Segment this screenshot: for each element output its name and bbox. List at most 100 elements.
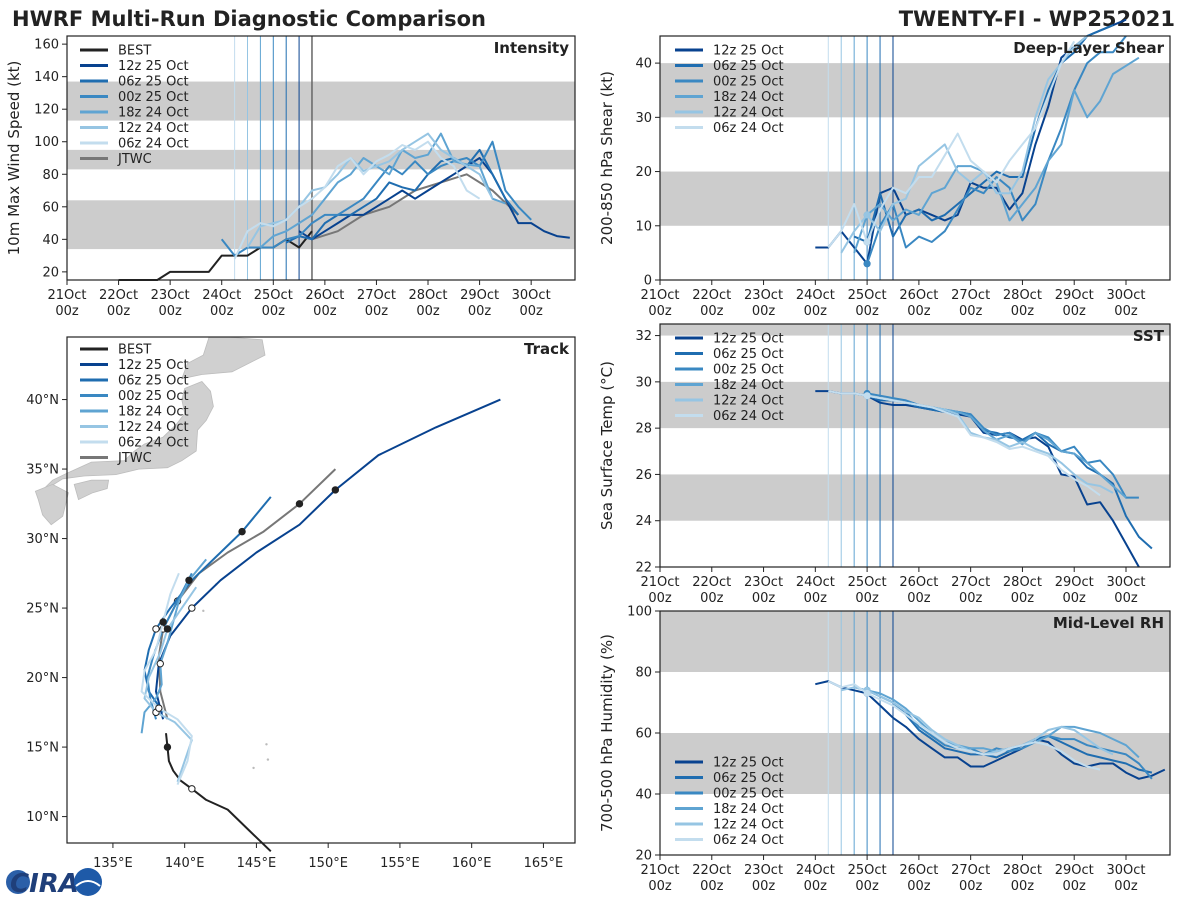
cira-logo: CIRA: [6, 868, 102, 899]
y-tick-label: 120: [34, 103, 59, 118]
x-tick-sublabel: 00z: [648, 304, 672, 319]
y-tick-label: 20: [635, 849, 652, 864]
land-japan-honshu: [38, 381, 214, 495]
x-tick-label: 24Oct: [202, 288, 241, 303]
x-tick-sublabel: 00z: [1011, 879, 1035, 894]
track-line-jtwc: [157, 468, 337, 720]
x-tick-sublabel: 00z: [700, 304, 724, 319]
x-tick-sublabel: 00z: [907, 879, 931, 894]
track-marker: [238, 527, 246, 536]
y-axis-label: 200-850 hPa Shear (kt): [598, 71, 616, 245]
legend-label-12z-25-oct: 12z 25 Oct: [118, 59, 189, 74]
x-tick-label: 145°E: [237, 856, 277, 871]
y-axis-label: Sea Surface Temp (°C): [598, 361, 616, 530]
x-tick-label: 22Oct: [692, 863, 731, 878]
x-tick-label: 21Oct: [640, 863, 679, 878]
land-japan-hokkaido: [181, 336, 266, 380]
series-line-00z-25-oct: [866, 35, 1127, 265]
x-tick-label: 30Oct: [1106, 575, 1145, 590]
x-tick-sublabel: 00z: [416, 304, 440, 319]
logo-text: CIRA: [10, 869, 79, 899]
y-tick-label: 80: [635, 666, 652, 681]
series-line-06z-24-oct: [827, 40, 1076, 249]
track-marker: [188, 785, 196, 793]
legend-label-00z-25-oct: 00z 25 Oct: [713, 363, 784, 378]
legend-label-06z-24-oct: 06z 24 Oct: [713, 833, 784, 848]
x-tick-label: 28Oct: [1003, 863, 1042, 878]
x-tick-label: 28Oct: [1003, 288, 1042, 303]
x-tick-label: 30Oct: [512, 288, 551, 303]
x-tick-sublabel: 00z: [855, 304, 879, 319]
legend-label-06z-25-oct: 06z 25 Oct: [118, 75, 189, 90]
x-tick-sublabel: 00z: [804, 304, 828, 319]
legend-label-best: BEST: [118, 44, 151, 59]
legend-label-06z-25-oct: 06z 25 Oct: [118, 374, 189, 389]
x-tick-label: 140°E: [165, 856, 205, 871]
y-axis-label: 10m Max Wind Speed (kt): [5, 61, 23, 256]
legend-label-12z-25-oct: 12z 25 Oct: [713, 44, 784, 59]
series-line-06z-25-oct: [853, 24, 1114, 243]
x-tick-sublabel: 00z: [752, 304, 776, 319]
x-tick-label: 150°E: [308, 856, 348, 871]
x-tick-label: 160°E: [452, 856, 492, 871]
x-tick-label: 26Oct: [899, 575, 938, 590]
x-tick-label: 27Oct: [951, 575, 990, 590]
panel-title: Deep-Layer Shear: [1013, 39, 1164, 57]
y-tick-label: 25°N: [26, 602, 59, 617]
map-frame: [66, 336, 576, 844]
track-marker: [163, 743, 172, 751]
legend-label-12z-24-oct: 12z 24 Oct: [713, 818, 784, 833]
x-tick-sublabel: 00z: [1063, 591, 1087, 606]
y-tick-label: 20: [42, 265, 59, 280]
legend-label-18z-24-oct: 18z 24 Oct: [713, 802, 784, 817]
y-tick-label: 28: [635, 422, 652, 437]
x-tick-sublabel: 00z: [468, 304, 492, 319]
legend-label-12z-24-oct: 12z 24 Oct: [118, 121, 189, 136]
track-line-12z-25-oct: [155, 398, 501, 720]
x-tick-label: 165°E: [524, 856, 564, 871]
x-tick-sublabel: 00z: [907, 591, 931, 606]
x-tick-label: 30Oct: [1106, 863, 1145, 878]
x-tick-sublabel: 00z: [959, 879, 983, 894]
track-marker: [331, 486, 340, 494]
x-tick-sublabel: 00z: [855, 879, 879, 894]
y-tick-label: 20°N: [26, 671, 59, 686]
rh-panel: 2040608010021Oct00z22Oct00z23Oct00z24Oct…: [598, 605, 1171, 894]
y-tick-label: 15°N: [26, 741, 59, 756]
track-line-06z-24-oct: [140, 572, 193, 785]
y-tick-label: 10°N: [26, 810, 59, 825]
x-tick-sublabel: 00z: [313, 304, 337, 319]
x-tick-label: 25Oct: [848, 575, 887, 590]
panel-title: Mid-Level RH: [1053, 614, 1164, 632]
legend-label-12z-25-oct: 12z 25 Oct: [118, 358, 189, 373]
storm-id-title: TWENTY-FI - WP252021: [899, 7, 1175, 31]
x-tick-sublabel: 00z: [648, 591, 672, 606]
x-tick-label: 26Oct: [899, 288, 938, 303]
x-tick-label: 22Oct: [692, 288, 731, 303]
legend-label-06z-25-oct: 06z 25 Oct: [713, 771, 784, 786]
y-tick-label: 140: [34, 70, 59, 85]
legend-label-12z-25-oct: 12z 25 Oct: [713, 332, 784, 347]
x-tick-sublabel: 00z: [752, 879, 776, 894]
y-tick-label: 0: [644, 274, 652, 289]
x-tick-label: 23Oct: [744, 575, 783, 590]
y-tick-label: 100: [627, 605, 652, 620]
x-tick-label: 23Oct: [151, 288, 190, 303]
panel-title: Intensity: [494, 39, 570, 57]
land-islet: [266, 758, 270, 761]
x-tick-sublabel: 00z: [700, 591, 724, 606]
plot-frame: [66, 35, 576, 281]
x-tick-sublabel: 00z: [55, 304, 79, 319]
panel-title: SST: [1133, 327, 1165, 345]
x-tick-label: 29Oct: [1055, 575, 1094, 590]
legend-label-18z-24-oct: 18z 24 Oct: [118, 106, 189, 121]
y-tick-label: 24: [635, 514, 652, 529]
x-tick-sublabel: 00z: [1063, 304, 1087, 319]
x-tick-label: 29Oct: [460, 288, 499, 303]
sst-panel: 22242628303221Oct00z22Oct00z23Oct00z24Oc…: [598, 323, 1171, 606]
y-tick-label: 20: [635, 165, 652, 180]
track-marker: [188, 604, 196, 612]
x-tick-sublabel: 00z: [804, 591, 828, 606]
land-islet: [252, 766, 255, 770]
